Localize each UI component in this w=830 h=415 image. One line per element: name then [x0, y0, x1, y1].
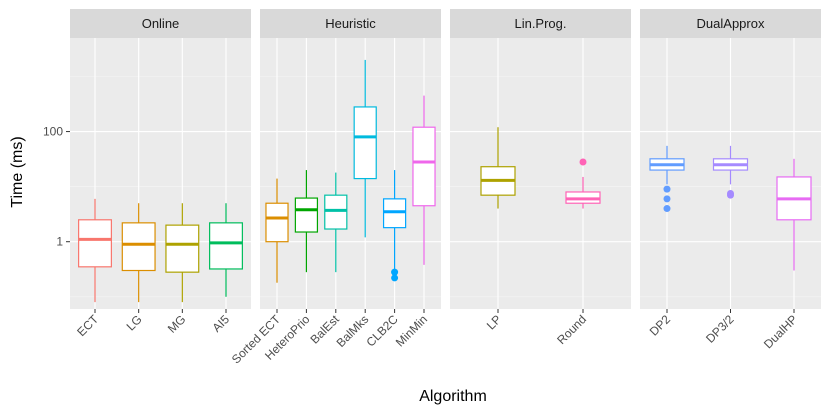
x-axis-title: Algorithm — [419, 388, 487, 405]
box-heteroprio — [294, 170, 319, 273]
x-tick-label: DP3/2 — [703, 312, 737, 346]
x-tick-label: LG — [124, 312, 145, 333]
box-iqr — [382, 198, 407, 229]
outlier-point — [727, 191, 734, 199]
facet-strip-label: Online — [142, 16, 180, 31]
y-axis: 1 100 — [43, 125, 70, 249]
facet-online: Online ECT LG MG AI5 — [70, 9, 251, 339]
y-tick-label: 1 — [56, 235, 63, 249]
facet-strip — [260, 9, 441, 38]
y-tick-label: 100 — [43, 125, 63, 139]
x-tick-label: MinMin — [393, 312, 430, 349]
box-ect — [78, 198, 112, 303]
panel-background — [450, 38, 631, 309]
outlier-point — [391, 274, 399, 282]
box-iqr — [165, 224, 200, 273]
box-iqr — [121, 222, 156, 272]
outlier-point — [391, 268, 399, 276]
x-tick-label: BalMks — [334, 312, 372, 350]
facet-strip — [640, 9, 821, 38]
x-tick-label: DP2 — [647, 312, 674, 339]
facet-strip-label: DualApprox — [697, 16, 765, 31]
box-lg — [121, 203, 156, 303]
box-sorted-ect — [265, 178, 289, 283]
x-tick-label: DualHP — [761, 312, 800, 351]
box-mg — [165, 203, 200, 303]
box-iqr — [324, 194, 348, 230]
outlier-point — [663, 195, 671, 203]
box-dp3-2 — [712, 145, 749, 199]
box-balest — [324, 172, 348, 273]
box-lp — [480, 127, 516, 209]
outlier-point — [579, 158, 587, 166]
box-dualhp — [776, 158, 812, 271]
box-minmin — [412, 95, 436, 265]
y-axis-title: Time (ms) — [9, 136, 26, 207]
box-round — [565, 158, 601, 209]
box-iqr — [265, 202, 289, 243]
box-iqr — [412, 126, 436, 207]
outlier-point — [663, 205, 671, 213]
box-iqr — [294, 197, 319, 233]
facet-strip — [450, 9, 631, 38]
x-tick-label: AI5 — [209, 312, 232, 335]
box-ai5 — [209, 203, 243, 297]
x-tick-label: MG — [165, 312, 189, 336]
x-tick-label: LP — [484, 312, 504, 332]
outlier-point — [663, 185, 671, 193]
x-tick-label: Round — [554, 312, 589, 347]
box-balmks — [353, 59, 377, 238]
facet-dualapprox: DualApprox DP2 DP3/2 DualHP — [640, 9, 821, 351]
panel-background — [260, 38, 441, 309]
box-dp2 — [649, 145, 685, 213]
box-iqr — [78, 219, 112, 268]
facet-strip — [70, 9, 251, 38]
facet-strip-label: Heuristic — [325, 16, 376, 31]
facet-strip-label: Lin.Prog. — [514, 16, 566, 31]
box-clb2c — [382, 170, 407, 282]
facet-lin-prog-: Lin.Prog. LP Round — [450, 9, 631, 347]
box-iqr — [353, 106, 377, 180]
box-iqr — [209, 222, 243, 270]
x-tick-label: CLB2C — [363, 312, 400, 349]
x-tick-label: ECT — [74, 312, 101, 339]
